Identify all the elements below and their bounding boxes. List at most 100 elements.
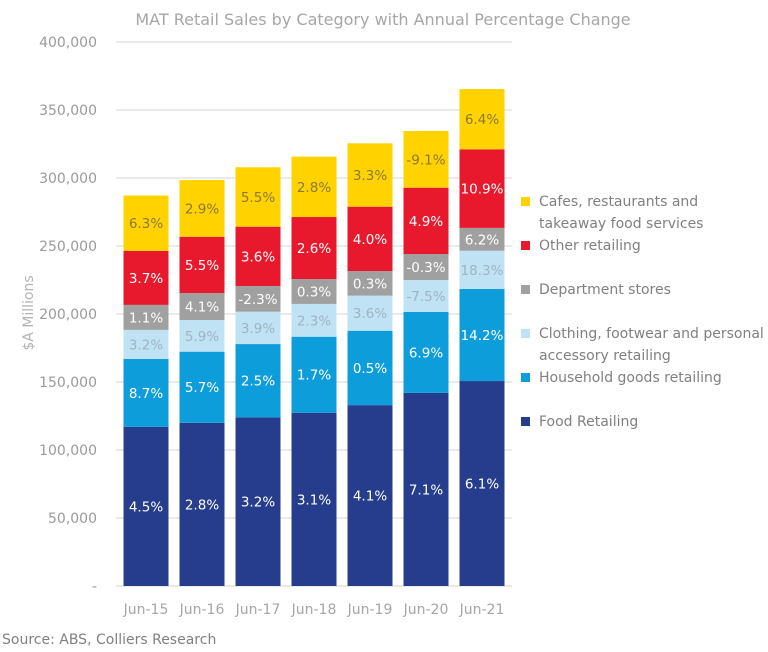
bar-segment: [123, 304, 169, 330]
y-tick-label: 400,000: [39, 35, 97, 51]
data-label: -7.5%: [406, 289, 445, 305]
data-label: 3.1%: [297, 492, 331, 508]
bar-segment: [179, 319, 225, 352]
bar-segment: [235, 167, 281, 227]
data-label: 4.1%: [353, 489, 387, 505]
data-label: 3.6%: [353, 306, 387, 322]
data-label: 4.1%: [185, 300, 219, 316]
data-label: 2.3%: [297, 313, 331, 329]
data-label: -0.3%: [406, 260, 445, 276]
data-label: 5.7%: [185, 380, 219, 396]
data-label: 0.3%: [353, 276, 387, 292]
bar-segment: [123, 358, 169, 427]
legend-swatch: [521, 285, 530, 294]
bar-segment: [403, 280, 449, 312]
legend-label: Household goods retailing: [539, 370, 722, 386]
bar-segment: [459, 149, 505, 228]
legend-label: Clothing, footwear and personal: [539, 326, 764, 342]
y-tick-label: 350,000: [39, 103, 97, 119]
bar-segment: [291, 303, 337, 337]
bar-segment: [403, 130, 449, 188]
data-label: 4.0%: [353, 232, 387, 248]
bar-segment: [459, 288, 505, 382]
bar-segment: [123, 195, 169, 251]
data-label: 3.2%: [241, 495, 275, 511]
data-label: 1.7%: [297, 368, 331, 384]
data-label: 14.2%: [461, 328, 504, 344]
data-label: 2.6%: [297, 241, 331, 257]
data-label: 2.9%: [185, 201, 219, 217]
bar-segment: [347, 405, 393, 586]
bar-segment: [403, 311, 449, 393]
data-label: 0.3%: [297, 284, 331, 300]
legend-swatch: [521, 417, 530, 426]
data-label: -2.3%: [238, 292, 277, 308]
bar-segment: [235, 311, 281, 345]
bar-segment: [235, 226, 281, 286]
data-label: 5.5%: [185, 258, 219, 274]
x-tick-label: Jun-17: [235, 602, 281, 618]
bar-segment: [347, 295, 393, 331]
bar-segment: [347, 143, 393, 207]
bar-segment: [403, 187, 449, 255]
bar-segment: [403, 254, 449, 280]
bar-segment: [235, 417, 281, 586]
y-tick-label: 100,000: [39, 443, 97, 459]
bar-segment: [291, 412, 337, 586]
data-label: 3.2%: [129, 337, 163, 353]
data-label: 6.1%: [465, 477, 499, 493]
y-tick-label: 50,000: [48, 511, 97, 527]
data-label: 10.9%: [461, 182, 504, 198]
legend-label: accessory retailing: [539, 348, 671, 364]
data-label: 2.8%: [297, 180, 331, 196]
bar-segment: [291, 217, 337, 280]
data-label: 6.9%: [409, 345, 443, 361]
y-tick-label: 200,000: [39, 307, 97, 323]
data-label: 4.9%: [409, 214, 443, 230]
legend-label: takeaway food services: [539, 216, 703, 232]
bar-segment: [235, 285, 281, 312]
bar-segment: [123, 426, 169, 586]
legend-swatch: [521, 241, 530, 250]
bar-segment: [459, 381, 505, 586]
legend-label: Department stores: [539, 282, 671, 298]
data-label: 3.3%: [353, 168, 387, 184]
x-tick-label: Jun-18: [291, 602, 337, 618]
data-label: 2.8%: [185, 497, 219, 513]
legend-label: Cafes, restaurants and: [539, 194, 698, 210]
data-label: 4.5%: [129, 499, 163, 515]
bar-segment: [291, 156, 337, 218]
bar-segment: [235, 344, 281, 418]
y-tick-label: 250,000: [39, 239, 97, 255]
legend-swatch: [521, 197, 530, 206]
x-tick-label: Jun-19: [347, 602, 393, 618]
data-label: 18.3%: [461, 263, 504, 279]
bar-segment: [179, 236, 225, 294]
bar-segment: [179, 351, 225, 423]
bar-segment: [123, 329, 169, 359]
data-label: 6.3%: [129, 216, 163, 232]
data-label: 5.5%: [241, 190, 275, 206]
bar-segment: [459, 89, 505, 150]
bar-segment: [179, 293, 225, 320]
bar-segment: [459, 250, 505, 289]
x-tick-label: Jun-16: [179, 602, 225, 618]
source-note: Source: ABS, Colliers Research: [2, 632, 216, 648]
y-tick-label: 150,000: [39, 375, 97, 391]
y-axis-label: $A Millions: [21, 275, 37, 350]
legend-label: Food Retailing: [539, 414, 638, 430]
bar-segment: [179, 422, 225, 586]
data-label: 8.7%: [129, 386, 163, 402]
data-label: 0.5%: [353, 361, 387, 377]
x-tick-label: Jun-21: [459, 602, 505, 618]
legend-swatch: [521, 373, 530, 382]
x-tick-label: Jun-20: [403, 602, 449, 618]
bar-segment: [347, 271, 393, 296]
data-label: 7.1%: [409, 482, 443, 498]
data-label: 2.5%: [241, 374, 275, 390]
data-label: 1.1%: [129, 310, 163, 326]
bar-segment: [291, 336, 337, 413]
x-tick-label: Jun-15: [123, 602, 169, 618]
data-label: 6.4%: [465, 112, 499, 128]
